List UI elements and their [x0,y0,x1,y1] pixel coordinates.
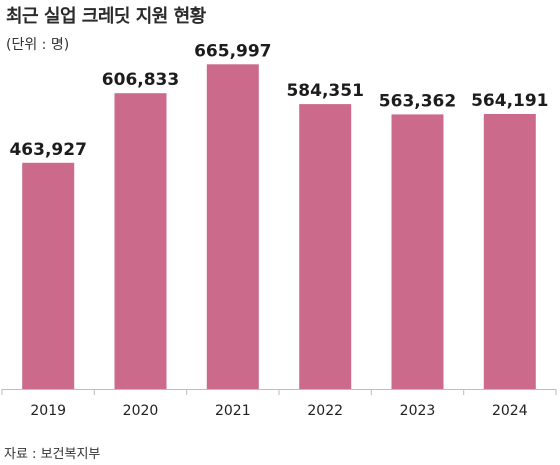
bar-2023 [391,114,444,390]
bar-2022 [299,104,352,389]
bar-value-label-2022: 584,351 [286,81,363,101]
bar-value-label-2020: 606,833 [102,70,179,90]
x-tick-label-2021: 2021 [215,403,251,419]
x-tick-label-2020: 2020 [123,403,159,419]
unit-note: (단위 : 명) [6,37,70,53]
x-tick-label-2019: 2019 [30,403,66,419]
bar-2024 [483,114,536,389]
bar-value-label-2023: 563,362 [379,91,456,111]
bar-value-label-2024: 564,191 [471,91,548,111]
bar-2019 [22,162,75,389]
x-tick-label-2022: 2022 [307,403,343,419]
bar-value-label-2021: 665,997 [194,41,271,61]
x-tick-label-2023: 2023 [400,403,436,419]
bar-value-label-2019: 463,927 [9,140,86,160]
bar-2021 [206,64,259,390]
bar-2020 [114,93,167,389]
chart-title: 최근 실업 크레딧 지원 현황 [6,6,206,27]
source-note: 자료 : 보건복지부 [4,447,101,462]
x-tick-label-2024: 2024 [492,403,528,419]
